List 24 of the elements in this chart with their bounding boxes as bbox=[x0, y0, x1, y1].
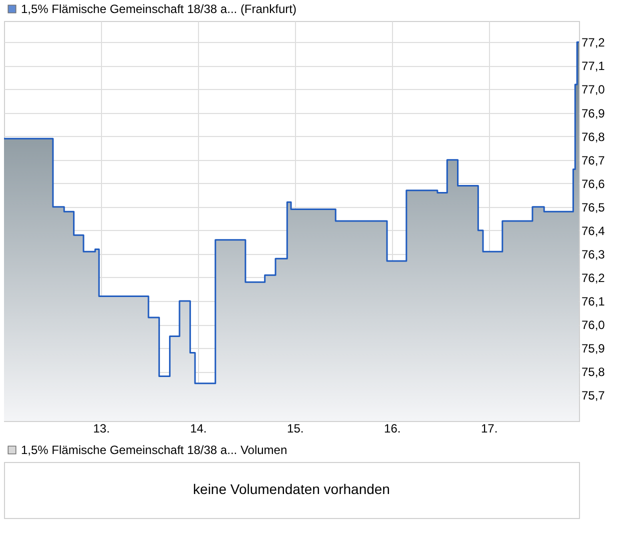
x-tick-label: 14. bbox=[190, 422, 207, 436]
text: keine Volumendaten vorhanden bbox=[193, 481, 390, 497]
y-tick-label: 75,7 bbox=[582, 388, 606, 403]
y-tick-label: 76,3 bbox=[582, 247, 606, 262]
y-tick-label: 75,9 bbox=[582, 342, 606, 356]
y-tick-label: 76,7 bbox=[582, 153, 606, 168]
y-tick-label: 76,8 bbox=[582, 130, 606, 144]
y-tick-label: 75,8 bbox=[582, 365, 606, 380]
y-tick-label: 77,2 bbox=[582, 36, 606, 50]
x-tick-label: 17. bbox=[480, 422, 498, 436]
y-tick-label: 76,6 bbox=[582, 176, 606, 191]
y-tick-label: 76,1 bbox=[582, 294, 606, 308]
legend-label: 1,5% Flämische Gemeinschaft 18/38 a... Volumen bbox=[21, 443, 288, 457]
y-tick-label: 77,0 bbox=[582, 82, 606, 97]
y-tick-label: 76,2 bbox=[582, 270, 606, 285]
y-tick-label: 76,5 bbox=[582, 200, 606, 214]
y-tick-label: 77,1 bbox=[582, 59, 606, 74]
x-tick-label: 16. bbox=[384, 422, 401, 436]
y-tick-label: 76,0 bbox=[582, 318, 606, 332]
x-tick-label: 13. bbox=[93, 422, 110, 436]
x-tick-label: 15. bbox=[287, 422, 304, 436]
legend-label: 1,5% Flämische Gemeinschaft 18/38 a... (Frankfurt) bbox=[21, 2, 296, 16]
y-tick-label: 76,9 bbox=[582, 106, 606, 120]
y-tick-label: 76,4 bbox=[582, 224, 606, 238]
